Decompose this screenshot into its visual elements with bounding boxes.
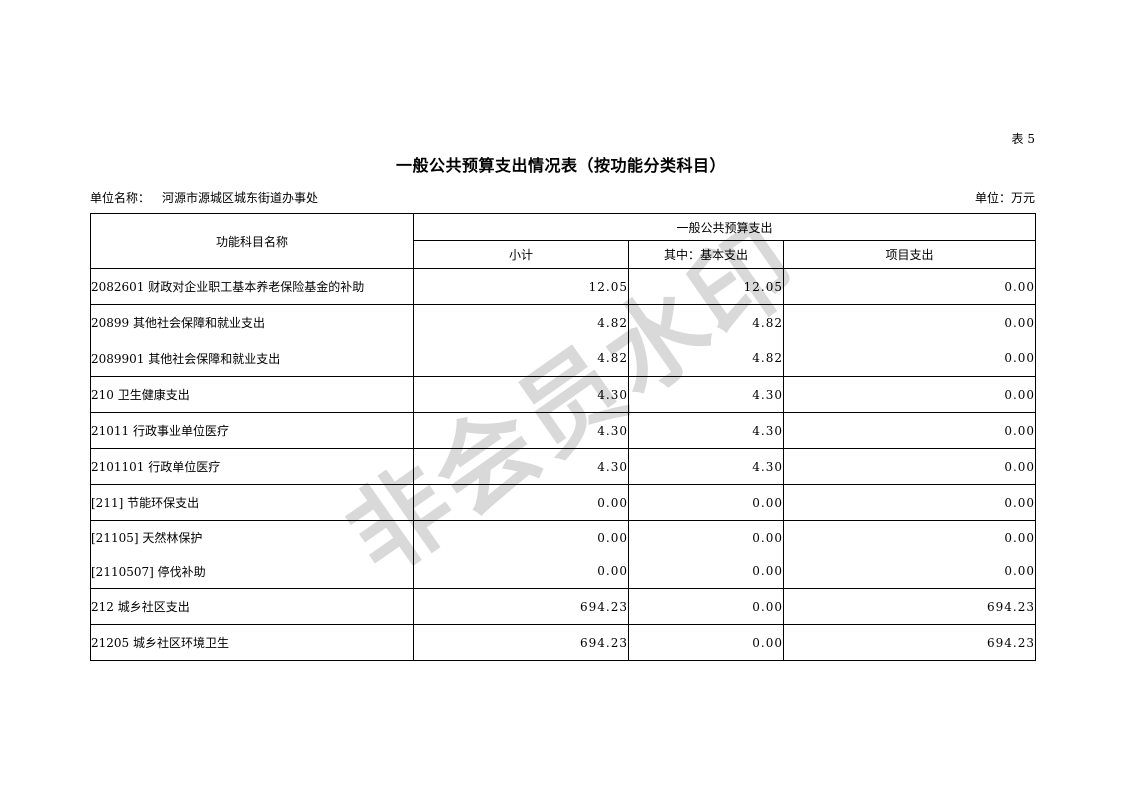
budget-table: 功能科目名称 一般公共预算支出 小计 其中：基本支出 项目支出 2082601 … <box>90 213 1037 661</box>
row-subtotal-value: 4.82 4.82 <box>413 304 629 377</box>
row-project-value: 694.23 <box>782 588 1037 625</box>
meta-row: 单位名称： 河源市源城区城东街道办事处 单位：万元 <box>90 189 1035 206</box>
row-subject-name: 212 城乡社区支出 <box>90 588 414 625</box>
unit-name-line: 单位名称： 河源市源城区城东街道办事处 <box>90 189 318 206</box>
table-row: 212 城乡社区支出 694.23 0.00 694.23 <box>90 588 1037 625</box>
row-basic-value: 4.82 4.82 <box>628 304 784 377</box>
row-subtotal-value: 694.23 <box>413 624 629 661</box>
row-basic-value: 4.30 <box>628 448 784 485</box>
row-project-value: 0.00 <box>782 376 1037 413</box>
table-row: 2082601 财政对企业职工基本养老保险基金的补助 12.05 12.05 0… <box>90 268 1037 305</box>
sheet-number-label: 表 5 <box>1011 132 1035 146</box>
row-basic-value: 4.30 <box>628 412 784 449</box>
row-subject-name: 2082601 财政对企业职工基本养老保险基金的补助 <box>90 268 414 305</box>
page-title: 一般公共预算支出情况表（按功能分类科目） <box>395 156 726 175</box>
row-subject-name: 20899 其他社会保障和就业支出 2089901 其他社会保障和就业支出 <box>90 304 414 377</box>
table-row: [211] 节能环保支出 0.00 0.00 0.00 <box>90 484 1037 521</box>
table-header-row-sub: 小计 其中：基本支出 项目支出 <box>91 240 1037 269</box>
row-subject-name: 2101101 行政单位医疗 <box>90 448 414 485</box>
row-subtotal-value: 12.05 <box>413 268 629 305</box>
row-subject-name: 21011 行政事业单位医疗 <box>90 412 414 449</box>
row-basic-value: 4.30 <box>628 376 784 413</box>
row-project-value: 0.00 0.00 <box>782 304 1037 377</box>
row-basic-value: 0.00 <box>628 588 784 625</box>
table-row-merged: [21105] 天然林保护 [2110507] 停伐补助 0.00 0.00 0… <box>90 520 1037 589</box>
header-general-public-budget: 一般公共预算支出 <box>412 213 1037 241</box>
row-subtotal-value: 4.30 <box>413 448 629 485</box>
header-function-subject: 功能科目名称 <box>90 213 414 269</box>
row-basic-value: 0.00 0.00 <box>628 520 784 589</box>
row-basic-value: 0.00 <box>628 484 784 521</box>
row-subject-name: [211] 节能环保支出 <box>90 484 414 521</box>
row-project-value: 694.23 <box>782 624 1037 661</box>
table-row: 2101101 行政单位医疗 4.30 4.30 0.00 <box>90 448 1037 485</box>
row-project-value: 0.00 <box>782 412 1037 449</box>
table-header-row-group: 功能科目名称 一般公共预算支出 <box>90 213 1037 269</box>
row-subtotal-value: 4.30 <box>413 412 629 449</box>
row-project-value: 0.00 <box>782 484 1037 521</box>
header-subtotal: 小计 <box>413 240 629 269</box>
table-row: 21205 城乡社区环境卫生 694.23 0.00 694.23 <box>90 624 1037 661</box>
header-project-expenditure: 项目支出 <box>782 240 1037 269</box>
row-subtotal-value: 0.00 0.00 <box>413 520 629 589</box>
row-project-value: 0.00 <box>782 448 1037 485</box>
unit-name-label: 单位名称： <box>90 191 151 205</box>
row-basic-value: 0.00 <box>628 624 784 661</box>
row-subtotal-value: 0.00 <box>413 484 629 521</box>
row-subtotal-value: 4.30 <box>413 376 629 413</box>
table-row: 21011 行政事业单位医疗 4.30 4.30 0.00 <box>90 412 1037 449</box>
row-basic-value: 12.05 <box>628 268 784 305</box>
row-subject-name: 210 卫生健康支出 <box>90 376 414 413</box>
row-subject-name: 21205 城乡社区环境卫生 <box>90 624 414 661</box>
unit-name-value: 河源市源城区城东街道办事处 <box>162 191 319 205</box>
unit-label: 单位：万元 <box>974 191 1035 205</box>
row-project-value: 0.00 <box>782 268 1037 305</box>
header-basic-expenditure: 其中：基本支出 <box>628 240 784 269</box>
table-row: 210 卫生健康支出 4.30 4.30 0.00 <box>90 376 1037 413</box>
row-subject-name: [21105] 天然林保护 [2110507] 停伐补助 <box>90 520 414 589</box>
row-subtotal-value: 694.23 <box>413 588 629 625</box>
row-project-value: 0.00 0.00 <box>782 520 1037 589</box>
table-row-merged: 20899 其他社会保障和就业支出 2089901 其他社会保障和就业支出 4.… <box>90 304 1037 377</box>
